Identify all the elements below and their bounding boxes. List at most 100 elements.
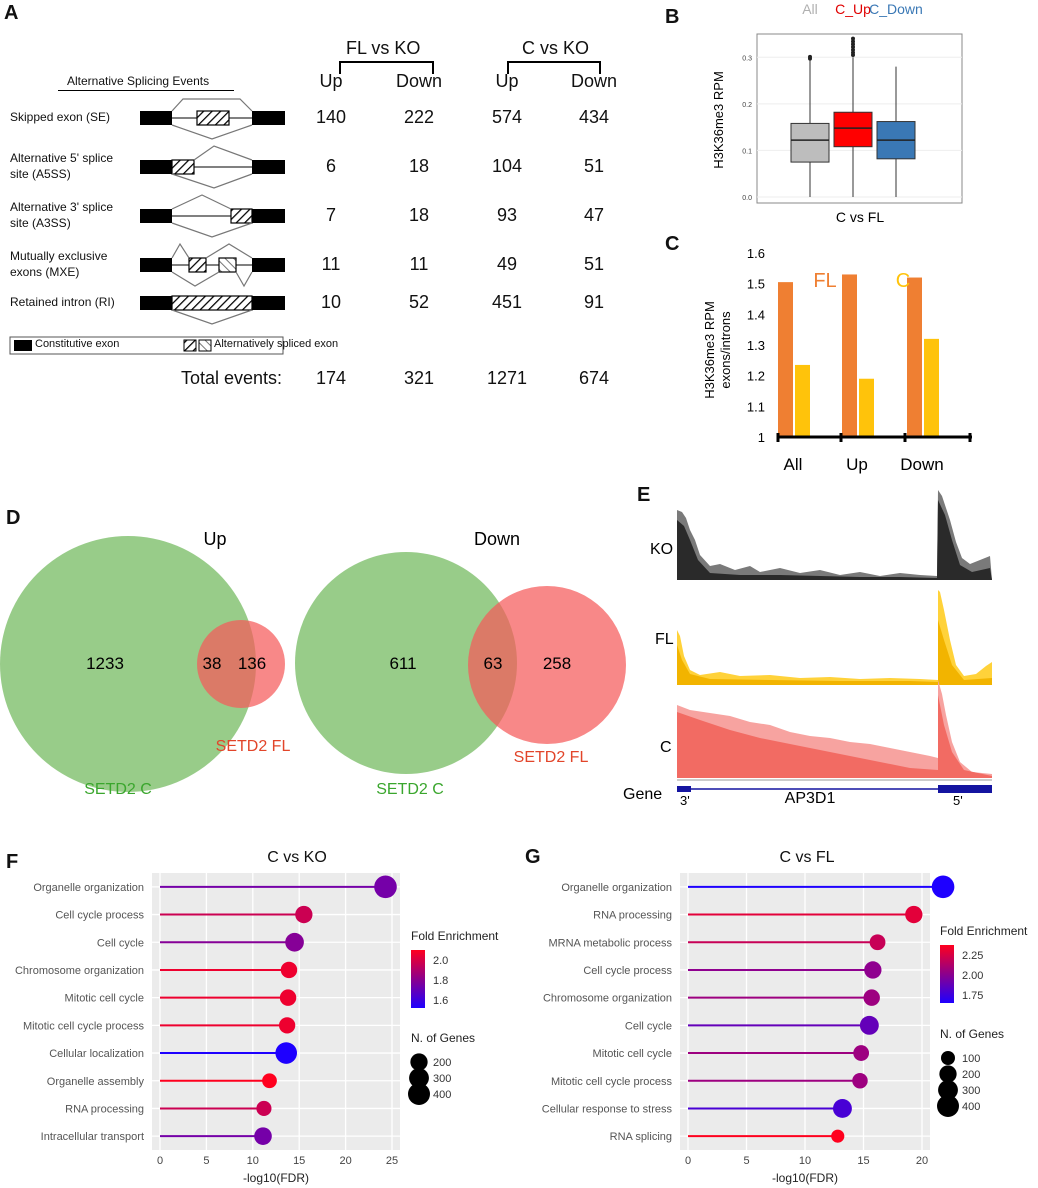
lolli-category-label: Cell cycle process <box>55 910 144 922</box>
lolli-dot <box>295 905 313 924</box>
lolli-xtick: 20 <box>916 1155 928 1167</box>
diagram-a5ss <box>140 145 285 189</box>
lolli-size-dot <box>408 1083 430 1105</box>
lolli-size-dot <box>941 1051 955 1065</box>
legend-constitutive-label: Constitutive exon <box>35 338 120 350</box>
column-header-0: Up <box>319 71 343 91</box>
venn-up-only-fl: 136 <box>238 654 266 673</box>
lolli-category-label: Mitotic cell cycle <box>65 993 144 1005</box>
lolli-dot <box>285 932 304 952</box>
gene-model <box>677 785 992 793</box>
panel-label-e: E <box>637 484 651 506</box>
c-bar-FL-All <box>778 282 793 437</box>
column-header-2: Up <box>495 71 519 91</box>
lolli-size-dot <box>937 1095 959 1117</box>
lolli-size-dot <box>939 1065 957 1083</box>
lolli-xtick: 5 <box>743 1155 749 1167</box>
venn-down-only-fl: 258 <box>543 654 571 673</box>
table-cell: 51 <box>583 254 605 274</box>
table-cell: 451 <box>491 292 523 312</box>
track-fl-signal <box>677 590 992 685</box>
c-bar-FL-Up <box>842 274 857 437</box>
lolli-xtick: 20 <box>339 1155 351 1167</box>
panel-label-d: D <box>6 507 21 529</box>
panel-f-lollipop: 0 5 10 15 20 25 Organelle organization Cell cyc… <box>15 849 499 1185</box>
panel-label-g: G <box>525 846 541 868</box>
lolli-size-legend-label: 200 <box>962 1069 980 1081</box>
lolli-size-legend-label: 300 <box>962 1085 980 1097</box>
table-cell: 6 <box>325 156 336 176</box>
lolli-size-legend-label: 400 <box>433 1089 451 1101</box>
lolli-title: C vs FL <box>779 849 834 866</box>
c-legend-FL: FL <box>813 270 836 292</box>
lolli-category-label: Mitotic cell cycle process <box>23 1020 145 1032</box>
b-xlabel: C vs FL <box>836 209 884 225</box>
table-cell: 574 <box>491 107 523 127</box>
diagram-se <box>140 98 285 140</box>
c-legend-C: C <box>896 270 910 292</box>
panel-label-c: C <box>665 233 680 255</box>
lolli-size-dot <box>409 1068 429 1088</box>
lolli-category-label: Cellular response to stress <box>542 1103 673 1115</box>
lolli-dot <box>832 1099 852 1118</box>
lolli-color-legend-title: Fold Enrichment <box>940 924 1028 938</box>
lolli-category-label: Cell cycle <box>625 1020 672 1032</box>
lolli-dot <box>262 1073 277 1089</box>
track-c-signal <box>677 680 992 781</box>
row-name: Mutually exclusive <box>10 249 108 263</box>
b-outlier <box>851 50 855 55</box>
table-cell: 18 <box>408 156 430 176</box>
b-box-All <box>790 122 830 163</box>
venn-up-setd2-c-circle <box>0 536 256 792</box>
gene-name: AP3D1 <box>785 790 836 807</box>
lolli-category-label: Cell cycle <box>97 937 144 949</box>
table-cell: 140 <box>315 107 347 127</box>
lolli-title: C vs KO <box>267 849 327 866</box>
venn-up-only-c: 1233 <box>86 654 124 673</box>
venn-down-overlap: 63 <box>484 654 503 673</box>
b-outlier <box>851 39 855 44</box>
lolli-dot <box>931 875 955 899</box>
lolli-xtick: 25 <box>386 1155 398 1167</box>
lolli-xtick: 0 <box>685 1155 691 1167</box>
lolli-category-label: MRNA metabolic process <box>549 937 673 949</box>
c-bar-FL-Down <box>907 277 922 437</box>
lolli-color-bar <box>940 945 954 1003</box>
bracket-c-vs-ko <box>507 61 601 74</box>
c-xtick-Down: Down <box>900 455 943 474</box>
group-header-c-vs-ko: C vs KO <box>522 38 590 58</box>
lolli-xlabel: -log10(FDR) <box>243 1171 309 1185</box>
table-cell: 93 <box>496 205 518 225</box>
lolli-color-legend-label: 1.75 <box>962 990 983 1002</box>
panel-b-boxplot: 0.0 0.1 0.2 0.3 All C_UpC_Down C vs FL H3K36me3… <box>711 1 963 225</box>
lolli-category-label: Cell cycle process <box>583 965 672 977</box>
lolli-panel-bg <box>152 873 400 1150</box>
title-underline <box>58 90 234 91</box>
b-ytick: 0.0 <box>742 195 752 202</box>
row-name: Alternative 3' splice <box>10 200 114 214</box>
lolli-dot <box>853 1045 870 1061</box>
b-legend-C_Down: C_Down <box>869 1 923 17</box>
lolli-category-label: RNA processing <box>65 1103 144 1115</box>
group-header-fl-vs-ko: FL vs KO <box>346 38 421 58</box>
b-ytick: 0.3 <box>742 55 752 62</box>
lolli-color-legend-title: Fold Enrichment <box>411 929 499 943</box>
total-cell: 174 <box>315 368 347 388</box>
column-header-1: Down <box>395 71 443 91</box>
lolli-color-legend-label: 1.6 <box>433 995 448 1007</box>
panel-label-b: B <box>665 6 680 28</box>
lolli-dot <box>852 1073 868 1089</box>
c-ytick: 1.3 <box>747 338 765 353</box>
table-cell: 222 <box>403 107 435 127</box>
table-cell: 11 <box>321 254 341 274</box>
total-cell: 1271 <box>486 368 528 388</box>
panel-g-lollipop: 0 5 10 15 20 Organelle organization RNA proces… <box>542 849 1028 1185</box>
table-cell: 11 <box>409 254 429 274</box>
diagram-ri <box>140 295 285 325</box>
panel-d-venn: Up Down 1233 38 136 611 63 258 SETD2 FL … <box>0 529 626 798</box>
b-outlier <box>808 54 812 59</box>
column-header-3: Down <box>570 71 618 91</box>
total-cell: 321 <box>403 368 435 388</box>
c-bar-C-All <box>795 364 810 437</box>
venn-up-setd2-fl-circle <box>197 620 285 708</box>
